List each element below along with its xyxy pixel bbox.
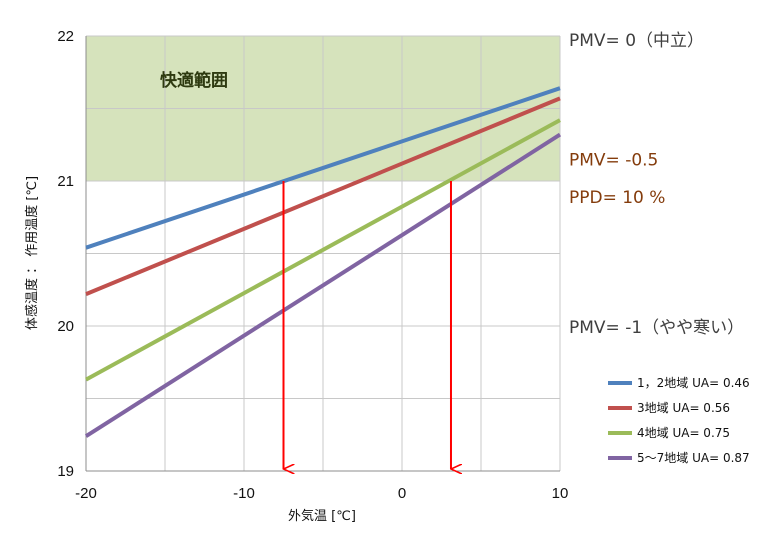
x-tick-label: -10: [233, 485, 255, 502]
series-line-1: [85, 86, 561, 250]
x-tick-label: -20: [75, 485, 97, 502]
series-line-2: [85, 96, 561, 296]
comfort-zone-label: 快適範囲: [160, 70, 228, 91]
series-line-3: [85, 118, 561, 382]
series-line-4: [84, 132, 562, 438]
legend-label: 3地域 UA= 0.56: [637, 401, 730, 415]
y-tick-label: 21: [57, 173, 74, 190]
pmv-label: PMV= -1（やや寒い）: [569, 318, 744, 338]
x-tick-label: 0: [398, 485, 406, 502]
legend-label: 5〜7地域 UA= 0.87: [637, 451, 750, 465]
legend-label: 4地域 UA= 0.75: [637, 426, 730, 440]
x-axis-title: 外気温 [℃]: [288, 508, 356, 524]
pmv-label: PMV= 0（中立）: [569, 31, 704, 51]
y-tick-label: 22: [57, 28, 74, 45]
pmv-label: PMV= -0.5: [569, 151, 658, 171]
x-tick-label: 10: [552, 485, 569, 502]
y-tick-label: 19: [57, 463, 74, 480]
pmv-label: PPD= 10 %: [569, 188, 665, 208]
y-axis-title: 体感温度 ： 作用温度 [℃]: [24, 176, 40, 330]
y-tick-label: 20: [57, 318, 74, 335]
legend-label: 1，2地域 UA= 0.46: [637, 376, 750, 390]
